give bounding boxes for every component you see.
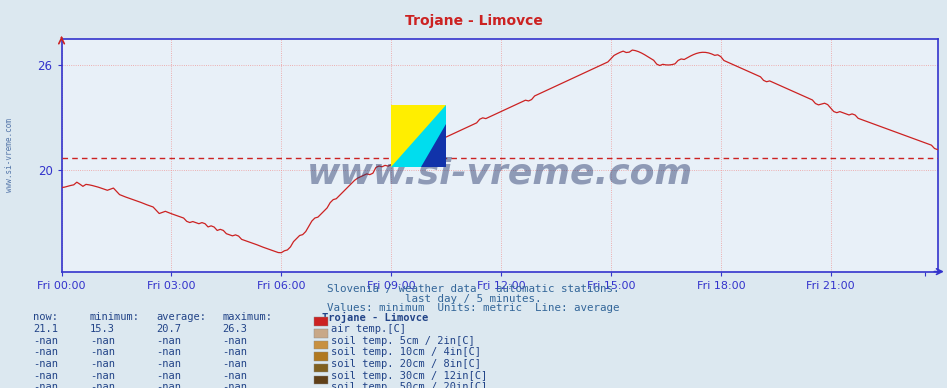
Text: Values: minimum  Units: metric  Line: average: Values: minimum Units: metric Line: aver…: [328, 303, 619, 314]
Text: 26.3: 26.3: [223, 324, 247, 334]
Polygon shape: [391, 105, 446, 166]
Text: -nan: -nan: [90, 359, 115, 369]
Text: -nan: -nan: [156, 359, 181, 369]
Text: -nan: -nan: [156, 371, 181, 381]
Text: minimum:: minimum:: [90, 312, 140, 322]
Text: -nan: -nan: [90, 382, 115, 388]
Text: now:: now:: [33, 312, 58, 322]
Text: soil temp. 10cm / 4in[C]: soil temp. 10cm / 4in[C]: [331, 347, 481, 357]
Text: www.si-vreme.com: www.si-vreme.com: [307, 157, 692, 191]
Text: -nan: -nan: [223, 336, 247, 346]
Text: -nan: -nan: [33, 336, 58, 346]
Text: -nan: -nan: [156, 382, 181, 388]
Text: soil temp. 50cm / 20in[C]: soil temp. 50cm / 20in[C]: [331, 382, 488, 388]
Text: Slovenia / weather data - automatic stations.: Slovenia / weather data - automatic stat…: [328, 284, 619, 294]
Text: -nan: -nan: [156, 336, 181, 346]
Polygon shape: [421, 124, 446, 166]
Text: 15.3: 15.3: [90, 324, 115, 334]
Text: -nan: -nan: [33, 359, 58, 369]
Text: air temp.[C]: air temp.[C]: [331, 324, 406, 334]
Text: Trojane - Limovce: Trojane - Limovce: [322, 312, 428, 323]
Text: soil temp. 20cm / 8in[C]: soil temp. 20cm / 8in[C]: [331, 359, 481, 369]
Text: -nan: -nan: [223, 382, 247, 388]
Text: average:: average:: [156, 312, 206, 322]
Bar: [391, 105, 446, 166]
Text: 20.7: 20.7: [156, 324, 181, 334]
Text: -nan: -nan: [90, 336, 115, 346]
Text: maximum:: maximum:: [223, 312, 273, 322]
Text: -nan: -nan: [223, 359, 247, 369]
Text: www.si-vreme.com: www.si-vreme.com: [5, 118, 14, 192]
Text: -nan: -nan: [33, 347, 58, 357]
Text: 21.1: 21.1: [33, 324, 58, 334]
Text: -nan: -nan: [156, 347, 181, 357]
Text: -nan: -nan: [223, 347, 247, 357]
Text: -nan: -nan: [90, 347, 115, 357]
Text: -nan: -nan: [33, 371, 58, 381]
Text: last day / 5 minutes.: last day / 5 minutes.: [405, 294, 542, 304]
Text: -nan: -nan: [223, 371, 247, 381]
Text: -nan: -nan: [33, 382, 58, 388]
Text: soil temp. 30cm / 12in[C]: soil temp. 30cm / 12in[C]: [331, 371, 488, 381]
Text: soil temp. 5cm / 2in[C]: soil temp. 5cm / 2in[C]: [331, 336, 475, 346]
Text: Trojane - Limovce: Trojane - Limovce: [404, 14, 543, 28]
Text: -nan: -nan: [90, 371, 115, 381]
